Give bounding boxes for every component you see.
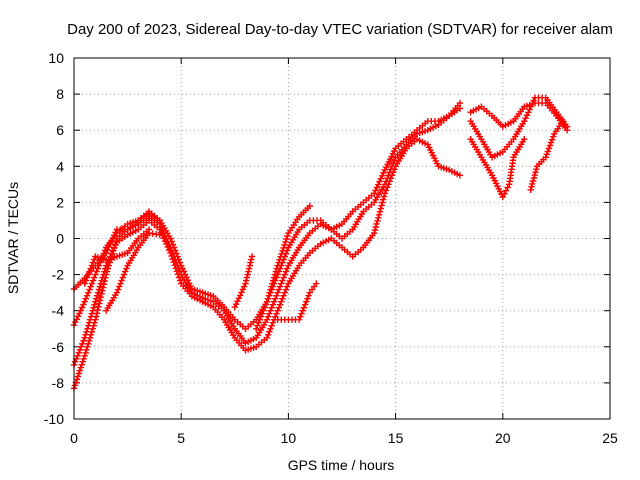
series-track-11 (467, 94, 571, 161)
y-tick-label: 2 (56, 194, 64, 210)
plot-frame (73, 57, 611, 420)
data-marks (70, 94, 571, 392)
data-point-markers (70, 99, 464, 392)
series-track-7 (231, 253, 256, 311)
y-tick-label: 6 (56, 122, 64, 138)
y-tick-label: 8 (56, 86, 64, 102)
y-tick-label: 10 (48, 50, 64, 66)
series-track-13 (527, 118, 566, 193)
x-tick-label: 0 (70, 430, 78, 446)
data-point-markers (253, 202, 313, 332)
x-tick-label: 5 (177, 430, 185, 446)
y-tick-label: -6 (52, 339, 65, 355)
data-point-markers (103, 229, 163, 314)
x-tick-label: 15 (388, 430, 404, 446)
series-track-12 (467, 136, 528, 201)
y-tick-label: -8 (52, 375, 65, 391)
data-point-markers (467, 94, 571, 161)
y-tick-label: 0 (56, 231, 64, 247)
y-tick-label: -4 (52, 303, 65, 319)
series-track-1 (70, 99, 464, 392)
data-point-markers (231, 253, 256, 311)
series-track-9 (274, 280, 320, 323)
x-axis-label: GPS time / hours (288, 457, 395, 473)
chart-title: Day 200 of 2023, Sidereal Day-to-day VTE… (67, 21, 613, 38)
y-tick-label: -2 (52, 267, 65, 283)
x-tick-label: 20 (495, 430, 511, 446)
data-point-markers (467, 136, 528, 201)
x-tick-label: 10 (281, 430, 297, 446)
data-point-markers (274, 280, 320, 323)
y-axis-label: SDTVAR / TECUs (5, 182, 21, 294)
y-tick-label: -10 (44, 411, 64, 427)
data-point-markers (81, 226, 153, 287)
series-track-8 (253, 202, 313, 332)
series-track-5 (81, 226, 153, 287)
x-tick-label: 25 (602, 430, 618, 446)
series-track-6 (103, 229, 163, 314)
data-point-markers (527, 118, 566, 193)
y-tick-label: 4 (56, 158, 64, 174)
